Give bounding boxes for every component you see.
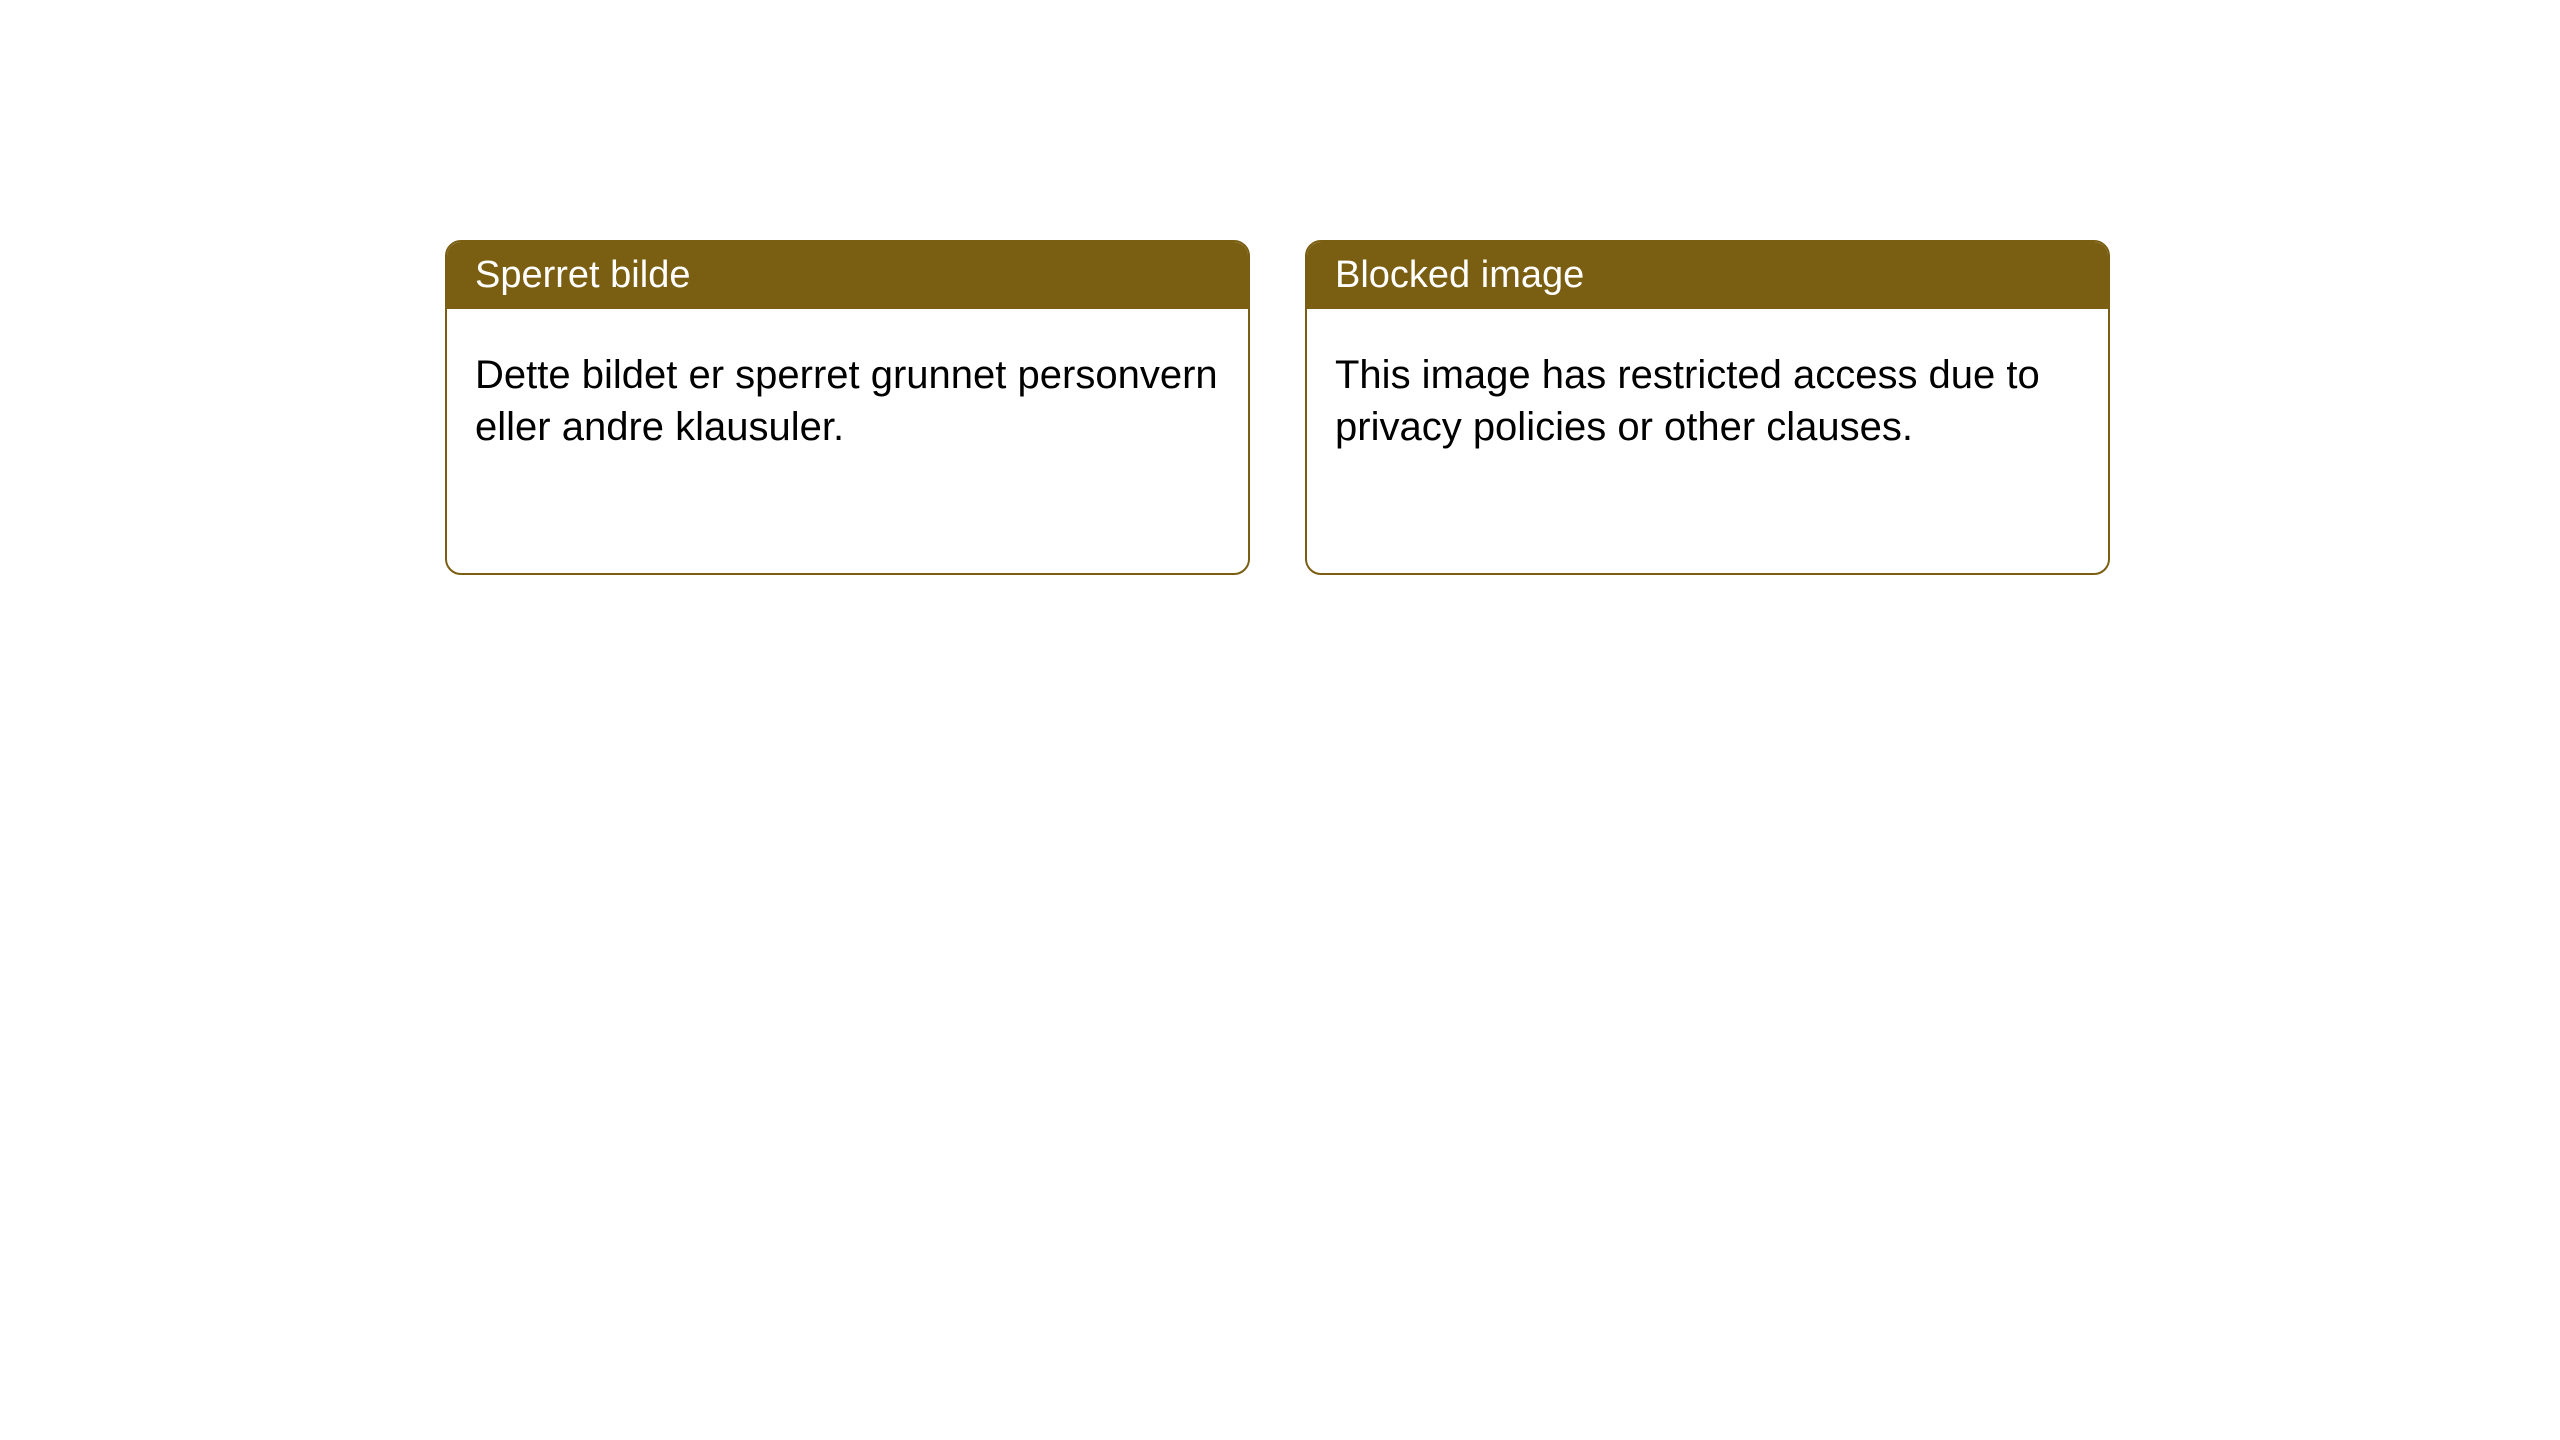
notice-title: Blocked image <box>1335 254 1584 296</box>
notice-box-english: Blocked image This image has restricted … <box>1305 240 2110 575</box>
notice-text: Dette bildet er sperret grunnet personve… <box>475 353 1218 449</box>
notice-box-norwegian: Sperret bilde Dette bildet er sperret gr… <box>445 240 1250 575</box>
notice-body: This image has restricted access due to … <box>1307 309 2108 493</box>
notice-title: Sperret bilde <box>475 254 690 296</box>
notice-container: Sperret bilde Dette bildet er sperret gr… <box>0 0 2560 575</box>
notice-header: Sperret bilde <box>447 242 1248 309</box>
notice-text: This image has restricted access due to … <box>1335 353 2040 449</box>
notice-header: Blocked image <box>1307 242 2108 309</box>
notice-body: Dette bildet er sperret grunnet personve… <box>447 309 1248 493</box>
